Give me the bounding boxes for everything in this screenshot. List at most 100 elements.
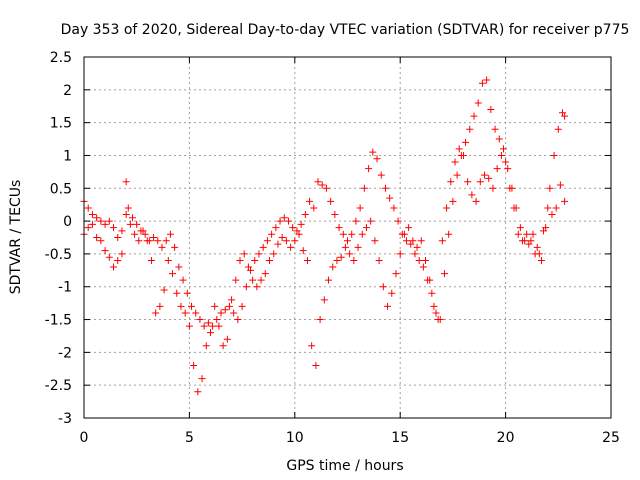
data-point — [312, 361, 320, 369]
data-point — [118, 227, 126, 235]
data-point — [97, 217, 105, 225]
x-tick-label: 5 — [185, 430, 194, 446]
y-tick-label: 0 — [63, 214, 72, 230]
data-point — [280, 214, 288, 222]
data-point — [101, 220, 109, 228]
data-point — [276, 217, 284, 225]
y-tick-label: 2 — [63, 83, 72, 99]
data-point — [400, 230, 408, 238]
data-point — [316, 316, 324, 324]
data-point — [322, 184, 330, 192]
data-point — [350, 256, 358, 264]
data-point — [259, 243, 267, 251]
data-point — [388, 289, 396, 297]
data-point — [105, 253, 113, 261]
data-point — [502, 158, 510, 166]
data-point — [211, 302, 219, 310]
data-point — [487, 106, 495, 114]
data-point — [544, 204, 552, 212]
data-point — [362, 224, 370, 232]
data-point — [88, 211, 96, 219]
data-point — [466, 125, 474, 133]
data-point — [154, 237, 162, 245]
data-point — [303, 256, 311, 264]
data-point — [440, 270, 448, 278]
data-point — [375, 256, 383, 264]
data-point — [215, 322, 223, 330]
data-point — [409, 237, 417, 245]
data-point — [327, 197, 335, 205]
data-point — [232, 276, 240, 284]
data-point — [481, 171, 489, 179]
data-point — [346, 250, 354, 258]
data-point — [192, 309, 200, 317]
data-point — [190, 361, 198, 369]
y-tick-label: 2.5 — [50, 50, 72, 66]
data-point — [223, 335, 231, 343]
data-point — [472, 197, 480, 205]
y-tick-label: -0.5 — [45, 247, 72, 263]
data-point — [162, 237, 170, 245]
data-point — [379, 283, 387, 291]
x-axis-label: GPS time / hours — [286, 458, 403, 474]
data-point — [225, 302, 233, 310]
y-axis-label: SDTVAR / TECUs — [8, 180, 24, 295]
data-point — [118, 250, 126, 258]
data-point — [360, 184, 368, 192]
axis-ticks — [83, 56, 612, 419]
data-point — [561, 197, 569, 205]
data-point — [261, 270, 269, 278]
y-tick-label: -3 — [58, 411, 72, 427]
data-point — [535, 250, 543, 258]
data-point — [284, 217, 292, 225]
data-point — [352, 217, 360, 225]
data-point — [150, 234, 158, 241]
y-tick-label: -1.5 — [45, 313, 72, 329]
data-point — [204, 319, 212, 327]
x-tick-label: 15 — [391, 430, 409, 446]
data-point — [495, 135, 503, 143]
data-point — [122, 178, 130, 186]
data-point — [428, 289, 436, 297]
data-point — [240, 250, 248, 258]
plot-frame — [83, 56, 612, 419]
data-point — [339, 230, 347, 238]
data-point — [289, 224, 297, 232]
data-point — [474, 99, 482, 107]
data-point — [497, 151, 505, 159]
data-point — [358, 230, 366, 238]
data-point — [485, 174, 493, 182]
data-point — [244, 263, 252, 271]
y-tick-label: 1 — [63, 148, 72, 164]
data-point — [510, 204, 518, 212]
data-point — [84, 224, 92, 232]
data-point — [478, 79, 486, 87]
data-point — [251, 256, 259, 264]
data-point — [287, 243, 295, 251]
y-tick-label: -2 — [58, 345, 72, 361]
data-point — [200, 322, 208, 330]
data-point — [325, 276, 333, 284]
data-point — [156, 302, 164, 310]
data-point — [188, 302, 196, 310]
data-point — [392, 270, 400, 278]
data-point — [438, 237, 446, 245]
data-point — [257, 276, 265, 284]
data-point — [394, 217, 402, 225]
data-point — [447, 178, 455, 186]
data-point — [198, 375, 206, 383]
data-point — [451, 158, 459, 166]
data-point — [369, 148, 377, 156]
data-point — [561, 112, 569, 120]
data-point — [301, 211, 309, 219]
data-point — [209, 322, 217, 330]
data-point — [183, 289, 191, 297]
data-point — [344, 237, 351, 245]
data-point — [415, 256, 423, 264]
data-point — [493, 165, 501, 173]
data-point — [489, 184, 497, 192]
data-point — [101, 247, 109, 255]
data-point — [310, 204, 318, 212]
data-point — [266, 256, 274, 264]
y-tick-labels: 2.5 2 1.5 1 0.5 0 -0.5 -1 -1.5 -2 -2.5 -3 — [45, 50, 72, 427]
